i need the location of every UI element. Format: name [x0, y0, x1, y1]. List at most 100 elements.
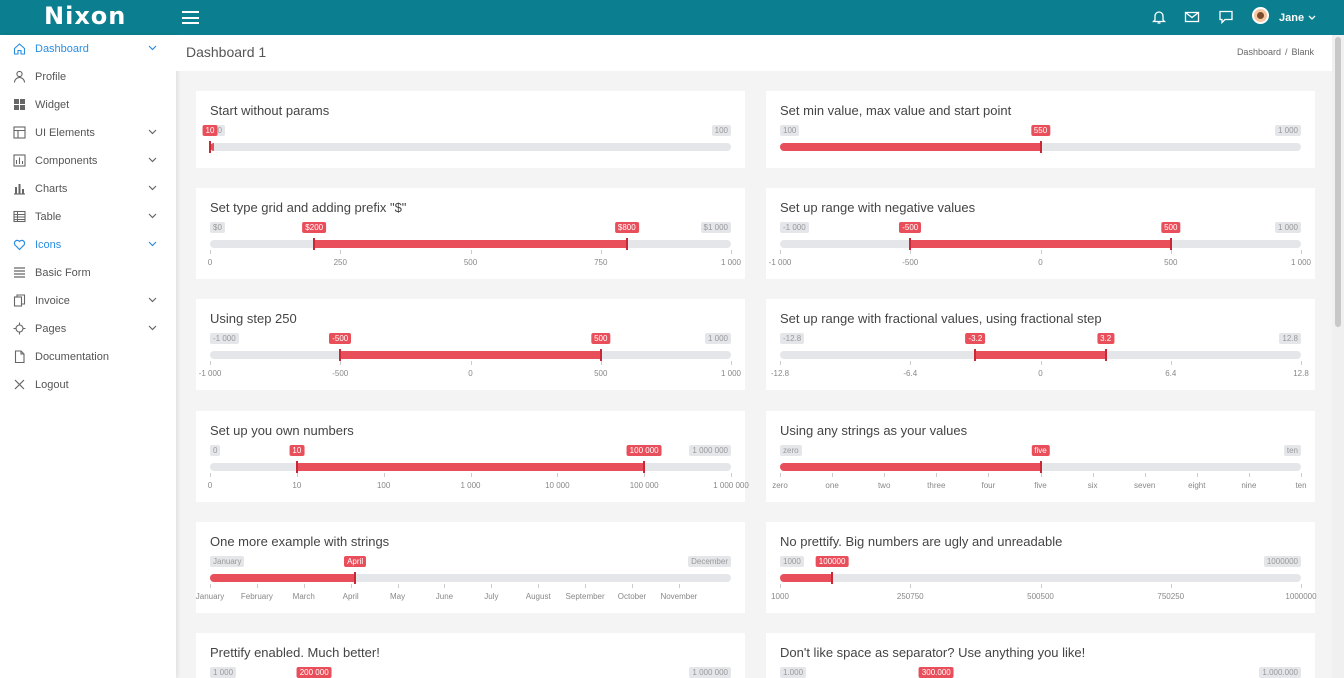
range-slider-card: Set up you own numbers 0 1 000 000 10 100 00… [196, 411, 749, 502]
grid-tick [936, 473, 938, 477]
grid-label: 1 000 [1290, 258, 1312, 267]
slider-handle-to[interactable] [625, 238, 628, 250]
slider-handle[interactable] [209, 141, 211, 153]
grid-tick [1248, 473, 1250, 477]
grid-label: September [565, 592, 605, 601]
grid-label: July [484, 592, 499, 601]
menu-toggle-icon[interactable] [182, 11, 199, 24]
grid-tick [538, 584, 540, 588]
grid-tick [1301, 473, 1302, 477]
sidebar-item-documentation[interactable]: Documentation [0, 343, 176, 371]
range-slider-card: Don't like space as separator? Use anyth… [766, 633, 1315, 678]
app-logo[interactable]: Nixon [44, 2, 127, 30]
slider-handle[interactable] [1039, 461, 1042, 473]
mail-icon[interactable] [1184, 9, 1200, 25]
slider-from-label: -3.2 [965, 333, 986, 344]
slider-handle[interactable] [831, 572, 834, 584]
slider-handle-to[interactable] [1104, 349, 1107, 361]
sidebar-item-label: Icons [35, 239, 62, 251]
slider-max-label: 1.000.000 [1259, 667, 1301, 678]
slider-to-label: $800 [614, 222, 639, 233]
sidebar-item-pages[interactable]: Pages [0, 315, 176, 343]
breadcrumb-dashboard[interactable]: Dashboard [1236, 47, 1281, 57]
range-slider-card: Start without params 10 100 10 [196, 91, 745, 168]
slider-track[interactable] [210, 574, 731, 582]
sidebar-item-label: Documentation [35, 351, 109, 363]
slider-handle-from[interactable] [313, 238, 316, 250]
slider-min-label: $0 [210, 222, 225, 233]
slider-min-label: -12.8 [780, 333, 805, 344]
slider-from-label: $200 [302, 222, 327, 233]
scrollbar-thumb[interactable] [1335, 37, 1341, 327]
sidebar-item-basic-form[interactable]: Basic Form [0, 259, 176, 287]
sidebar-item-components[interactable]: Components [0, 147, 176, 175]
sidebar-item-table[interactable]: Table [0, 203, 176, 231]
slider-handle-to[interactable] [643, 461, 646, 473]
grid-label: March [292, 592, 315, 601]
slider-track[interactable] [210, 143, 731, 151]
grid-label: 0 [207, 258, 213, 267]
bell-icon[interactable] [1151, 9, 1167, 25]
page-title: Dashboard 1 [186, 44, 267, 60]
sidebar-item-dashboard[interactable]: Dashboard [0, 35, 176, 63]
grid-label: 0 [1038, 258, 1043, 267]
grid-tick [585, 584, 587, 588]
grid-tick [350, 584, 352, 588]
grid-tick [731, 250, 732, 254]
slider-handle-from[interactable] [339, 349, 342, 361]
grid-label: 0 [207, 481, 213, 490]
breadcrumb-blank: Blank [1291, 47, 1314, 57]
slider-handle-from[interactable] [295, 461, 298, 473]
grid-tick [444, 584, 446, 588]
grid-tick [600, 361, 602, 365]
slider-track[interactable] [780, 574, 1301, 582]
sidebar-item-icons[interactable]: Icons [0, 231, 176, 259]
slider-max-label: 1000000 [1263, 556, 1301, 567]
slider-handle-from[interactable] [909, 238, 912, 250]
grid-label: 10 000 [545, 481, 570, 490]
sidebar-item-charts[interactable]: Charts [0, 175, 176, 203]
slider-handle[interactable] [354, 572, 357, 584]
scrollbar[interactable] [1332, 35, 1344, 678]
home-icon [13, 43, 26, 55]
slider-handle[interactable] [1039, 141, 1042, 153]
avatar[interactable] [1252, 7, 1269, 24]
user-name[interactable]: Jane [1279, 12, 1305, 24]
sidebar-item-label: Widget [35, 99, 70, 111]
grid-label: one [825, 481, 839, 490]
sidebar-item-profile[interactable]: Profile [0, 63, 176, 91]
slider-bar [210, 143, 214, 151]
range-slider-card: One more example with strings January Dece… [196, 522, 745, 613]
table-icon [13, 210, 26, 223]
grid-label: 1 000 [720, 369, 742, 378]
chevron-down-icon[interactable] [1308, 15, 1316, 21]
sidebar-item-label: Dashboard [35, 43, 89, 55]
slider-handle-to[interactable] [1169, 238, 1172, 250]
slider-value-label: 200 000 [296, 667, 332, 678]
grid-tick [1301, 250, 1302, 254]
sidebar-item-ui-elements[interactable]: UI Elements [0, 119, 176, 147]
sidebar-item-invoice[interactable]: Invoice [0, 287, 176, 315]
slider-handle-from[interactable] [974, 349, 977, 361]
range-slider-card: Set up range with negative values -1 000 1… [766, 188, 1315, 279]
grid-tick [1092, 473, 1094, 477]
sidebar: Dashboard Profile Widget UI Elements Compone… [0, 35, 176, 678]
chat-icon[interactable] [1218, 9, 1234, 25]
grid-tick [303, 584, 305, 588]
grid-label: seven [1134, 481, 1156, 490]
layout-icon [13, 126, 26, 139]
chart-icon [14, 184, 25, 195]
sidebar-item-logout[interactable]: Logout [0, 371, 176, 399]
grid-label: 250 [333, 258, 347, 267]
grid-tick [256, 584, 258, 588]
page-header: Dashboard 1 Dashboard / Blank [176, 35, 1332, 71]
slider-handle-to[interactable] [599, 349, 602, 361]
grid-tick [832, 473, 834, 477]
grid-tick [780, 473, 781, 477]
grid-label: August [525, 592, 551, 601]
sidebar-item-widget[interactable]: Widget [0, 91, 176, 119]
sidebar-item-label: UI Elements [35, 127, 95, 139]
grid-tick [731, 473, 732, 477]
grid-label: 100 000 [629, 481, 659, 490]
slider-min-label: 1 000 [210, 667, 237, 678]
